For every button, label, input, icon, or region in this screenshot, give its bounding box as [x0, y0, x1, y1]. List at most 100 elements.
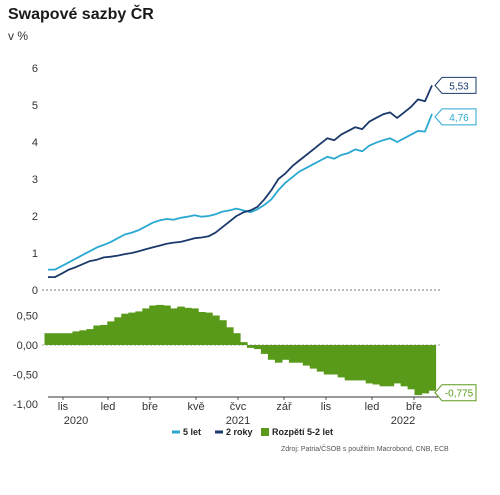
bottom-panel-y-ticks: 0,50 0,00 -0,50 -1,00: [13, 311, 440, 411]
spread-bar: [351, 345, 360, 381]
chart-subtitle: v %: [8, 29, 29, 43]
spread-bar: [114, 317, 122, 345]
spread-bar: [337, 345, 346, 378]
spread-bar: [421, 345, 430, 394]
y-tick-label: 1: [32, 248, 38, 260]
spread-bar: [400, 345, 409, 387]
spread-bar: [86, 329, 94, 345]
spread-bar: [205, 312, 213, 345]
spread-bar: [226, 327, 234, 345]
spread-bar: [93, 325, 101, 345]
spread-bar: [128, 312, 136, 345]
y-tick-label: 3: [32, 174, 38, 186]
x-tick-label: led: [101, 401, 116, 413]
y-tick-label: -1,00: [13, 399, 38, 411]
spread-bar: [316, 345, 325, 372]
source-note: Zdroj: Patria/ČSOB s použitím Macrobond,…: [281, 444, 449, 453]
end-label-five: 4,76: [449, 113, 469, 124]
spread-bar: [247, 345, 255, 348]
x-tick-label: čvc: [230, 401, 247, 413]
spread-area-layer: [44, 304, 437, 396]
spread-bar: [281, 345, 290, 360]
spread-bar: [260, 345, 269, 354]
spread-bar: [233, 333, 241, 345]
spread-bar: [323, 345, 332, 375]
spread-bar: [330, 345, 339, 375]
x-year-label: 2020: [64, 415, 88, 427]
spread-bar: [79, 330, 87, 346]
x-tick-label: led: [365, 401, 380, 413]
spread-bar: [407, 345, 416, 390]
legend-spread-label: Rozpětí 5-2 let: [272, 427, 333, 437]
spread-bar: [219, 320, 227, 345]
x-tick-label: bře: [142, 401, 158, 413]
spread-bar: [184, 307, 192, 345]
spread-bar: [295, 345, 304, 363]
end-label-five-box: [434, 108, 477, 126]
spread-bar: [121, 313, 129, 345]
series-line-five: [48, 113, 433, 271]
x-year-label: 2021: [226, 415, 250, 427]
spread-bar: [393, 345, 402, 384]
y-tick-label: 0: [32, 285, 38, 297]
spread-bar: [156, 304, 164, 345]
x-tick-label: zář: [276, 401, 292, 413]
legend-five-label: 5 let: [183, 427, 201, 437]
spread-bar: [100, 324, 108, 345]
spread-bar: [358, 345, 367, 381]
spread-bar: [414, 345, 423, 396]
spread-bar: [58, 333, 67, 345]
spread-bar: [212, 315, 220, 345]
spread-bar: [163, 305, 171, 345]
spread-bar: [267, 345, 276, 360]
spread-bar: [254, 345, 262, 350]
top-panel-y-ticks: 0 1 2 3 4 5 6: [32, 63, 38, 297]
x-tick-label: lis: [321, 401, 332, 413]
legend-two-label: 2 roky: [226, 427, 253, 437]
y-tick-label: 6: [32, 63, 38, 75]
y-tick-label: 4: [32, 137, 38, 149]
spread-bar: [51, 333, 60, 345]
spread-bar: [170, 308, 178, 345]
legend: 5 let 2 roky Rozpětí 5-2 let: [172, 427, 333, 437]
y-tick-label: 2: [32, 211, 38, 223]
spread-bar: [72, 331, 80, 345]
series-line-two: [48, 85, 433, 279]
x-tick-label: kvě: [187, 401, 204, 413]
spread-bar: [379, 345, 388, 387]
x-axis: lis led bře kvě čvc zář lis led bře 2020 2021 2022: [48, 396, 438, 427]
spread-bar: [191, 308, 199, 345]
x-year-label: 2022: [391, 415, 415, 427]
spread-bar: [274, 345, 283, 363]
end-label-spread-box: [434, 384, 477, 402]
spread-bar: [386, 345, 395, 387]
legend-spread-swatch: [261, 428, 269, 436]
x-tick-label: bře: [406, 401, 422, 413]
end-label-two-box: [434, 76, 477, 94]
y-tick-label: 5: [32, 100, 38, 112]
spread-bar: [428, 345, 437, 391]
spread-bar: [288, 345, 297, 363]
spread-bar: [135, 311, 143, 345]
spread-bar: [44, 333, 53, 345]
end-value-labels: 5,53 4,76 -0,775: [434, 76, 477, 402]
spread-bar: [149, 305, 157, 345]
spread-bar: [372, 345, 381, 385]
spread-bar: [344, 345, 353, 381]
y-tick-label: -0,50: [13, 370, 38, 382]
spread-bar: [65, 333, 74, 345]
spread-bar: [240, 342, 248, 345]
spread-bar: [302, 345, 311, 366]
y-tick-label: 0,50: [17, 311, 38, 323]
y-tick-label: 0,00: [17, 340, 38, 352]
spread-bar: [177, 306, 185, 345]
spread-bar: [142, 308, 150, 345]
spread-bar: [309, 345, 318, 369]
spread-bar: [107, 321, 115, 345]
end-label-spread: -0,775: [445, 389, 474, 400]
line-series-layer: [48, 85, 433, 279]
chart-title: Swapové sazby ČR: [8, 6, 154, 23]
spread-bar: [365, 345, 374, 384]
end-label-two: 5,53: [449, 81, 469, 92]
